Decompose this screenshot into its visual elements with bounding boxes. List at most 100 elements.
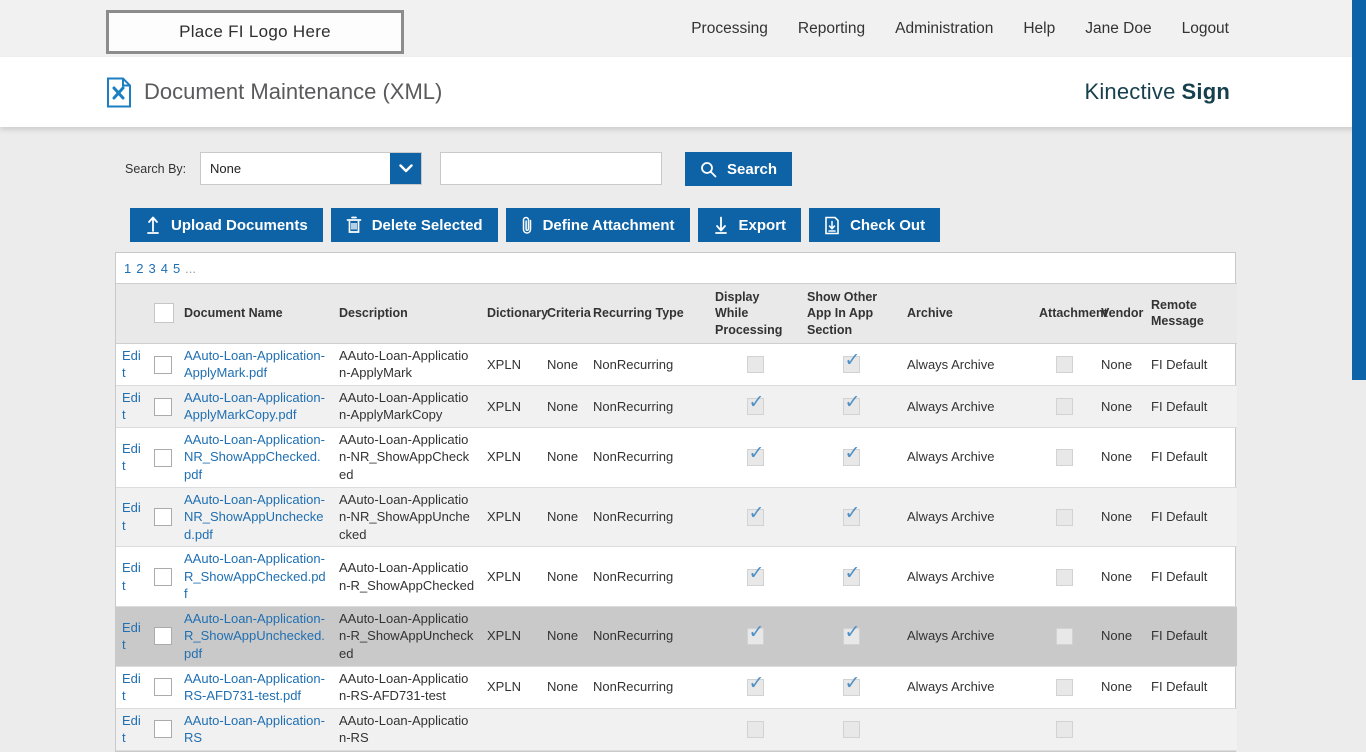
remote-message-cell: FI Default: [1151, 509, 1208, 525]
action-buttons: Upload Documents Delete Selected Define …: [130, 208, 941, 242]
header-document-name: Document Name: [184, 306, 283, 321]
define-attachment-label: Define Attachment: [542, 216, 675, 234]
dictionary-cell: XPLN: [487, 509, 521, 525]
document-table-body: Edit AAuto-Loan-Application-ApplyMark.pd…: [116, 343, 1237, 751]
document-name-link[interactable]: AAuto-Loan-Application-R_ShowAppUnchecke…: [184, 610, 325, 661]
row-checkbox[interactable]: [154, 355, 172, 374]
nav-user-jane-doe[interactable]: Jane Doe: [1085, 19, 1152, 37]
row-checkbox[interactable]: [154, 448, 172, 467]
header-attachment: Attachment: [1039, 306, 1108, 321]
row-checkbox[interactable]: [154, 678, 172, 697]
edit-link[interactable]: Edit: [122, 619, 141, 653]
document-name-link[interactable]: AAuto-Loan-Application-RS-AFD731-test.pd…: [184, 670, 325, 704]
remote-message-cell: FI Default: [1151, 679, 1208, 695]
show-other-app-indicator: [842, 348, 860, 374]
document-name-link[interactable]: AAuto-Loan-Application-ApplyMarkCopy.pdf: [184, 389, 325, 423]
display-while-processing-indicator: [746, 561, 764, 586]
header-archive: Archive: [907, 306, 953, 321]
dictionary-cell: XPLN: [487, 356, 521, 372]
header-criteria: Criteria: [547, 306, 591, 321]
description-cell: AAuto-Loan-Application-NR_ShowAppChecked: [339, 431, 470, 483]
edit-link[interactable]: Edit: [122, 389, 141, 423]
page-link-1[interactable]: 1: [124, 260, 132, 276]
brand-bold: Sign: [1181, 79, 1230, 104]
header-recurring-type: Recurring Type: [593, 306, 684, 321]
page-link-2[interactable]: 2: [136, 260, 144, 276]
vendor-cell: None: [1101, 568, 1133, 584]
edit-link[interactable]: Edit: [122, 440, 141, 474]
nav-help[interactable]: Help: [1023, 19, 1056, 37]
display-while-processing-indicator: [746, 671, 764, 697]
paperclip-icon: [521, 216, 533, 235]
row-checkbox[interactable]: [154, 720, 172, 739]
row-checkbox[interactable]: [154, 397, 172, 416]
search-section: Search By: None Search: [0, 152, 1366, 186]
criteria-cell: None: [547, 628, 579, 644]
search-input[interactable]: [440, 152, 662, 185]
remote-message-cell: FI Default: [1151, 628, 1208, 644]
vertical-scrollbar-thumb[interactable]: [1352, 0, 1366, 380]
check-out-button[interactable]: Check Out: [809, 208, 941, 242]
edit-link[interactable]: Edit: [122, 559, 141, 593]
display-while-processing-indicator: [746, 721, 764, 739]
search-by-dropdown[interactable]: None: [200, 152, 422, 185]
edit-link[interactable]: Edit: [122, 670, 141, 704]
remote-message-cell: FI Default: [1151, 568, 1208, 584]
document-name-link[interactable]: AAuto-Loan-Application-RS: [184, 712, 325, 746]
remote-message-cell: FI Default: [1151, 398, 1208, 414]
delete-selected-button[interactable]: Delete Selected: [330, 208, 498, 242]
archive-cell: Always Archive: [907, 679, 995, 695]
row-checkbox[interactable]: [154, 508, 172, 527]
vendor-cell: None: [1101, 398, 1133, 414]
archive-cell: Always Archive: [907, 568, 995, 584]
select-all-checkbox[interactable]: [154, 303, 174, 324]
nav-reporting[interactable]: Reporting: [797, 19, 866, 37]
document-name-link[interactable]: AAuto-Loan-Application-ApplyMark.pdf: [184, 347, 325, 381]
page-link-3[interactable]: 3: [148, 260, 156, 276]
show-other-app-indicator: [842, 441, 860, 467]
recurring-type-cell: NonRecurring: [593, 356, 674, 372]
search-button[interactable]: Search: [685, 152, 793, 186]
criteria-cell: None: [547, 449, 579, 465]
table-header-row: Document Name Description Dictionary Cri…: [116, 283, 1237, 344]
edit-link[interactable]: Edit: [122, 712, 141, 746]
fi-logo-text: Place FI Logo Here: [179, 22, 331, 41]
edit-link[interactable]: Edit: [122, 500, 141, 533]
vendor-cell: None: [1101, 679, 1133, 695]
document-name-link[interactable]: AAuto-Loan-Application-NR_ShowAppUncheck…: [184, 491, 325, 542]
nav-administration[interactable]: Administration: [895, 19, 994, 37]
archive-cell: Always Archive: [907, 356, 995, 372]
edit-link[interactable]: Edit: [122, 347, 141, 381]
nav-logout[interactable]: Logout: [1181, 19, 1229, 37]
archive-cell: Always Archive: [907, 398, 995, 414]
table-row: Edit AAuto-Loan-Application-R_ShowAppUnc…: [116, 606, 1237, 666]
page-link-4[interactable]: 4: [160, 260, 168, 276]
nav-processing[interactable]: Processing: [691, 19, 768, 37]
header-edit-col: [116, 284, 148, 344]
search-icon: [700, 161, 717, 178]
search-by-dropdown-value: None: [210, 161, 242, 176]
show-other-app-indicator: [842, 561, 860, 586]
row-checkbox[interactable]: [154, 627, 172, 646]
table-row: Edit AAuto-Loan-Application-RS AAuto-Loa…: [116, 708, 1237, 751]
define-attachment-button[interactable]: Define Attachment: [505, 208, 690, 242]
export-button[interactable]: Export: [697, 208, 802, 242]
display-while-processing-indicator: [746, 620, 764, 646]
upload-documents-label: Upload Documents: [171, 216, 308, 234]
row-checkbox[interactable]: [154, 567, 172, 586]
page-link-5[interactable]: 5: [172, 260, 181, 276]
pagination: 1 2 3 4 5 ...: [116, 253, 1235, 283]
document-name-link[interactable]: AAuto-Loan-Application-R_ShowAppChecked.…: [184, 551, 326, 602]
description-cell: AAuto-Loan-Application-ApplyMarkCopy: [339, 389, 469, 423]
criteria-cell: None: [547, 568, 579, 584]
attachment-indicator: [1055, 721, 1073, 739]
upload-documents-button[interactable]: Upload Documents: [130, 208, 323, 242]
document-xml-icon: [106, 77, 132, 108]
vendor-cell: None: [1101, 356, 1133, 372]
show-other-app-indicator: [842, 671, 860, 697]
show-other-app-indicator: [842, 390, 860, 416]
table-row: Edit AAuto-Loan-Application-NR_ShowAppUn…: [116, 487, 1237, 547]
export-icon: [713, 216, 729, 234]
document-name-link[interactable]: AAuto-Loan-Application-NR_ShowAppChecked…: [184, 431, 325, 483]
archive-cell: Always Archive: [907, 509, 995, 525]
